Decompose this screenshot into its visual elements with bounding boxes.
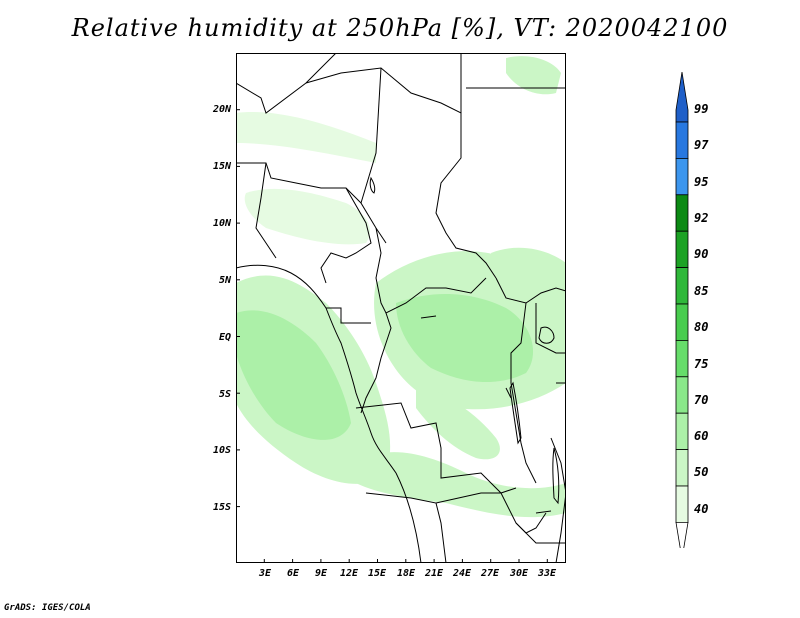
colorbar: [675, 71, 689, 548]
colorbar-band: [675, 71, 689, 123]
lon-label: 3E: [258, 568, 272, 579]
lat-label: 5S: [218, 389, 231, 400]
colorbar-band: [675, 194, 689, 232]
border-line: [355, 402, 517, 494]
colorbar-level-label: 99: [694, 102, 709, 116]
lon-label: 24E: [452, 568, 472, 579]
lon-label: 15E: [367, 568, 387, 579]
border-line: [326, 307, 371, 324]
river-segment: [420, 315, 437, 319]
lon-label: 21E: [424, 568, 444, 579]
humidity-field: [236, 56, 566, 518]
lat-label: EQ: [218, 332, 231, 343]
colorbar-level-label: 75: [694, 357, 709, 371]
colorbar-level-label: 85: [694, 284, 709, 298]
colorbar-level-label: 92: [694, 211, 709, 225]
border-line: [535, 303, 566, 354]
humidity-region: [236, 310, 351, 440]
colorbar-band: [675, 230, 689, 268]
lake-tanganyika: [509, 381, 522, 445]
colorbar-band: [675, 267, 689, 305]
border-line: [320, 187, 372, 284]
humidity-region: [506, 56, 561, 95]
colorbar-level-label: 90: [694, 247, 709, 261]
humidity-region: [491, 247, 566, 323]
colorbar-level-label: 60: [694, 429, 709, 443]
lat-label: 15N: [212, 161, 231, 172]
lake-victoria: [538, 326, 555, 344]
colorbar-band: [675, 158, 689, 196]
lon-label: 33E: [537, 568, 557, 579]
plot-title: Relative humidity at 250hPa [%], VT: 202…: [71, 14, 729, 42]
humidity-region: [416, 383, 500, 460]
border-line: [375, 227, 487, 314]
lon-label: 12E: [339, 568, 359, 579]
humidity-region: [356, 452, 566, 518]
colorbar-level-label: 80: [694, 320, 709, 334]
border-line: [255, 162, 277, 259]
colorbar-band: [675, 412, 689, 451]
colorbar-level-label: 95: [694, 175, 709, 189]
humidity-region: [396, 293, 534, 383]
lat-label: 20N: [212, 104, 231, 115]
border-line: [515, 512, 547, 534]
map-frame: [236, 53, 566, 563]
colorbar-bands: [675, 71, 689, 548]
colorbar-level-label: 97: [694, 138, 709, 152]
lat-label: 15S: [212, 502, 231, 513]
border-line: [435, 492, 566, 544]
lon-label: 27E: [480, 568, 500, 579]
colorbar-band: [675, 303, 689, 341]
coastline: [236, 264, 422, 563]
colorbar-band: [675, 339, 689, 378]
country-borders: [236, 53, 566, 563]
border-line: [435, 113, 497, 279]
lakes: [369, 176, 560, 514]
software-credit: GrADS: IGES/COLA: [4, 603, 91, 613]
colorbar-band: [675, 121, 689, 159]
axis-ticks: [236, 109, 548, 563]
colorbar-band: [675, 485, 689, 523]
border-line: [236, 53, 337, 114]
lon-label: 18E: [396, 568, 416, 579]
border-line: [360, 312, 392, 414]
colorbar-band: [675, 449, 689, 487]
map-panel: [236, 53, 566, 563]
border-line: [550, 437, 566, 563]
lon-label: 6E: [286, 568, 300, 579]
lake-kivu: [505, 387, 512, 399]
colorbar-level-label: 50: [694, 465, 709, 479]
humidity-region: [236, 112, 376, 163]
colorbar-band: [675, 376, 689, 414]
border-line: [510, 302, 537, 484]
lake-kariba: [535, 510, 552, 514]
lake-malawi: [552, 447, 560, 505]
lon-label: 30E: [509, 568, 529, 579]
colorbar-level-label: 70: [694, 393, 709, 407]
humidity-region: [244, 188, 370, 245]
lat-label: 10N: [212, 218, 231, 229]
border-line: [495, 277, 566, 304]
lat-label: 5N: [218, 275, 231, 286]
colorbar-level-label: 40: [694, 502, 709, 516]
lon-label: 9E: [314, 568, 328, 579]
colorbar-band: [675, 521, 689, 548]
lat-label: 10S: [212, 445, 231, 456]
lake-chad: [369, 176, 376, 194]
